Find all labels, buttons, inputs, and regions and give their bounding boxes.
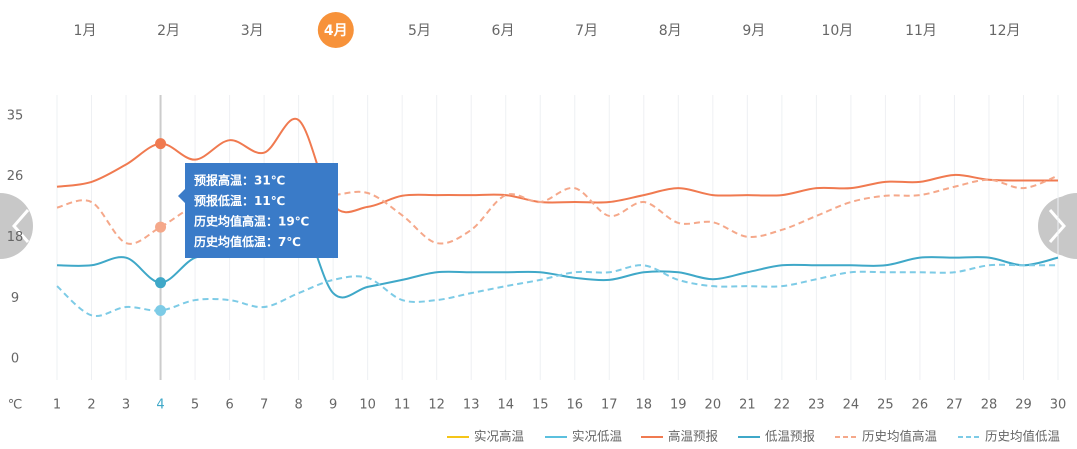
tooltip-line: 预报低温：11℃ (194, 193, 285, 208)
legend-label: 高温预报 (668, 429, 719, 444)
x-tick-label: 12 (428, 398, 445, 413)
month-tab[interactable]: 9月 (742, 23, 765, 39)
unit-label: ℃ (8, 398, 23, 413)
x-tick-label: 5 (191, 398, 199, 413)
series-line (56, 117, 1059, 214)
x-tick-label: 28 (981, 398, 998, 413)
hover-point (155, 304, 167, 316)
hover-point (155, 277, 167, 289)
y-tick-label: 35 (7, 108, 24, 123)
x-tick-label: 16 (566, 398, 583, 413)
tooltip-line: 历史均值低温：7℃ (194, 234, 301, 249)
legend-item[interactable]: 实况高温 (447, 429, 525, 444)
x-tick-label: 30 (1050, 398, 1067, 413)
x-tick-label: 29 (1015, 398, 1032, 413)
month-tab[interactable]: 7月 (575, 23, 598, 39)
month-tab[interactable]: 3月 (241, 23, 264, 39)
x-tick-label: 3 (122, 398, 130, 413)
y-tick-label: 9 (11, 291, 19, 306)
x-tick-label: 15 (532, 398, 549, 413)
month-tab[interactable]: 8月 (659, 23, 682, 39)
x-tick-label: 17 (601, 398, 618, 413)
legend-label: 低温预报 (765, 429, 816, 444)
x-tick-label: 19 (670, 398, 687, 413)
month-tab[interactable]: 1月 (74, 23, 97, 39)
tooltip-box (178, 163, 338, 258)
x-tick-label: 24 (843, 398, 860, 413)
x-tick-label: 9 (329, 398, 337, 413)
y-tick-label: 26 (7, 169, 24, 184)
month-tab[interactable]: 11月 (905, 23, 937, 39)
y-tick-label: 18 (7, 230, 24, 245)
x-tick-label: 10 (359, 398, 376, 413)
x-tick-label: 26 (912, 398, 929, 413)
x-tick-label: 1 (53, 398, 61, 413)
x-tick-label: 8 (294, 398, 302, 413)
x-tick-label: 23 (808, 398, 825, 413)
x-tick-label: 2 (87, 398, 95, 413)
legend-item[interactable]: 实况低温 (545, 429, 623, 444)
tooltip: 预报高温：31℃ 预报低温：11℃ 历史均值高温：19℃ 历史均值低温：7℃ (178, 163, 338, 258)
x-tick-label: 21 (739, 398, 756, 413)
legend-item[interactable]: 低温预报 (738, 429, 816, 444)
month-tab[interactable]: 5月 (408, 23, 431, 39)
active-month-bg (317, 12, 354, 48)
y-tick-label: 0 (11, 352, 19, 367)
x-tick-label: 6 (225, 398, 233, 413)
legend-item[interactable]: 历史均值高温 (835, 429, 938, 444)
tooltip-line: 预报高温：31℃ (194, 173, 285, 188)
hover-point (155, 221, 167, 233)
month-tab[interactable]: 12月 (989, 23, 1021, 39)
legend-item[interactable]: 历史均值低温 (958, 429, 1061, 444)
x-tick-label: 18 (636, 398, 653, 413)
x-tick-label: 13 (463, 398, 480, 413)
x-tick-label: 4 (156, 398, 164, 413)
x-tick-label: 7 (260, 398, 268, 413)
month-tab[interactable]: 2月 (157, 23, 180, 39)
left-arrow[interactable] (0, 193, 33, 259)
month-tab[interactable]: 10月 (821, 23, 853, 39)
hover-point (155, 138, 167, 150)
x-tick-label: 14 (497, 398, 514, 413)
legend-label: 历史均值高温 (862, 429, 938, 444)
x-tick-label: 11 (394, 398, 411, 413)
series-line (56, 263, 1058, 318)
month-tab[interactable]: 4月 (324, 23, 348, 39)
x-tick-label: 20 (705, 398, 722, 413)
x-tick-label: 22 (774, 398, 791, 413)
legend-label: 实况低温 (572, 429, 623, 444)
legend-item[interactable]: 高温预报 (641, 429, 719, 444)
legend-label: 实况高温 (474, 429, 525, 444)
tooltip-line: 历史均值高温：19℃ (194, 214, 309, 229)
x-tick-label: 25 (877, 398, 894, 413)
month-tab[interactable]: 6月 (492, 23, 515, 39)
legend-label: 历史均值低温 (985, 429, 1061, 444)
x-tick-label: 27 (946, 398, 963, 413)
